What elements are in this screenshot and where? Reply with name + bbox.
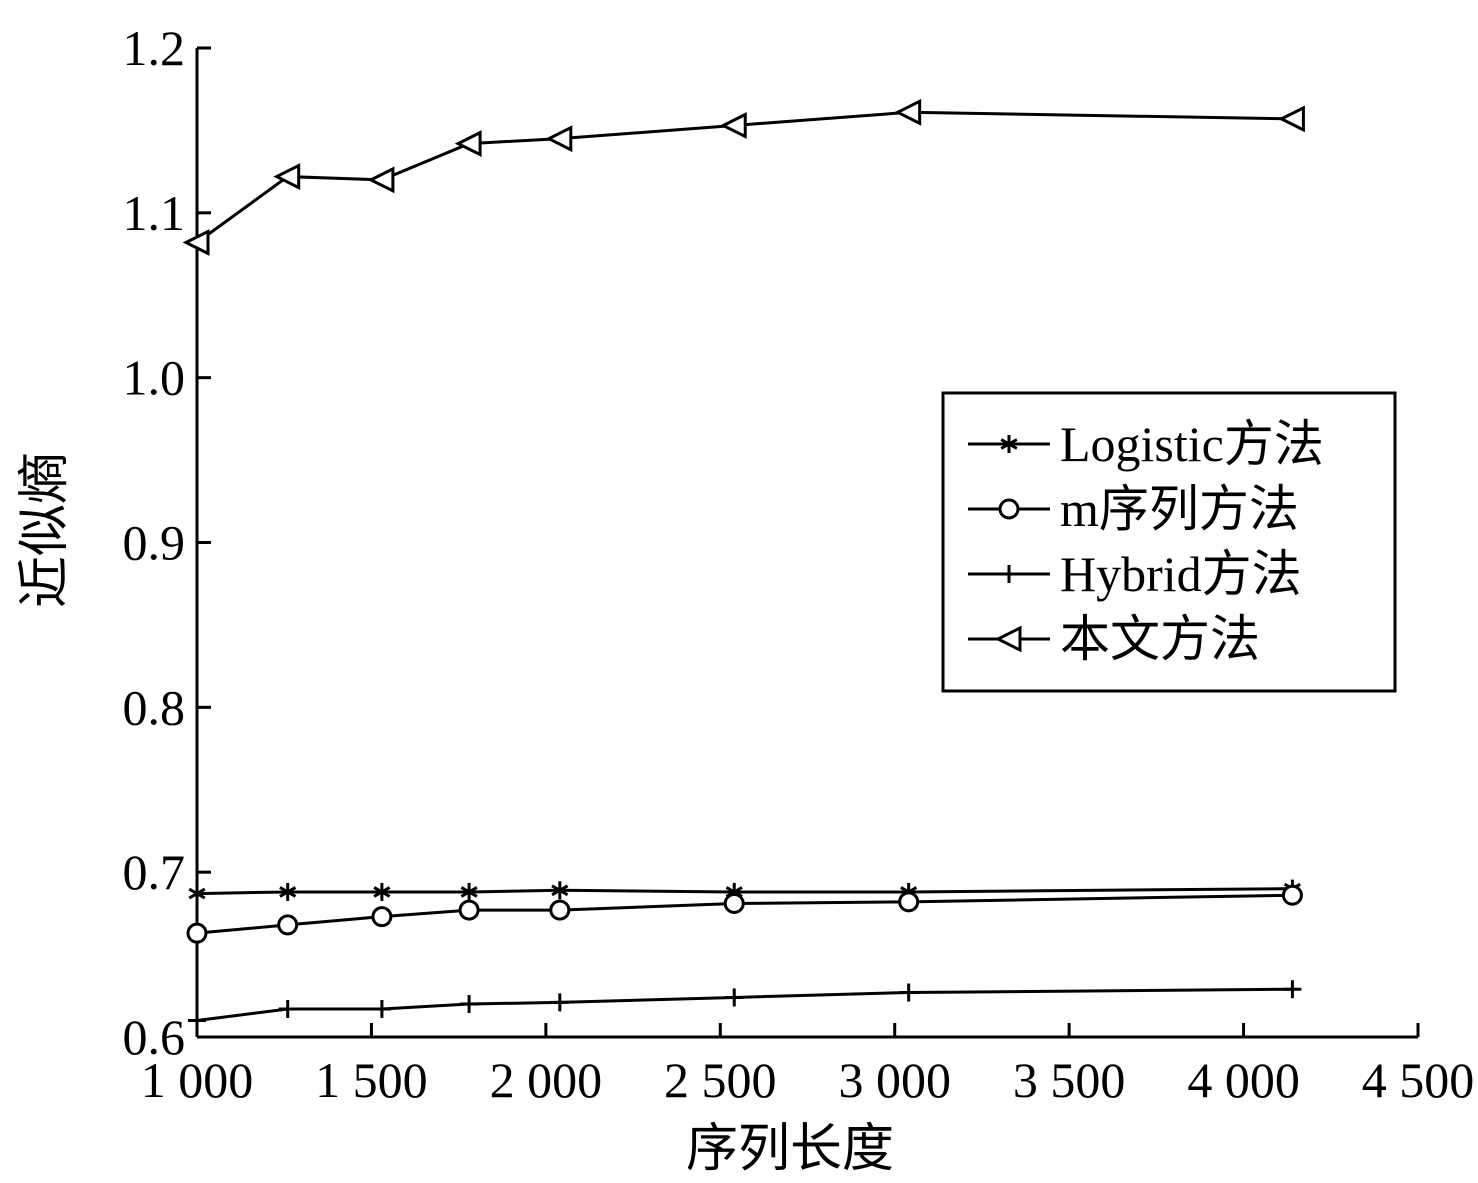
data-point [1281,884,1303,906]
y-tick-label: 0.8 [123,679,186,735]
legend-label: 本文方法 [1060,611,1260,667]
data-point [545,125,573,153]
data-point [1283,980,1302,999]
series-line [196,110,1293,244]
ticks: 0.6 0.7 0.8 0.9 1.0 1.1 1.2 1 000 1 500 2 000 2 50… [123,20,1475,1108]
data-point [894,98,922,126]
x-tick-label: 1 500 [315,1052,428,1108]
data-point [277,914,299,936]
data-point [182,229,210,256]
data-point [373,882,391,901]
x-tick-label: 2 500 [664,1052,777,1108]
legend-entry: m序列方法 [968,481,1299,537]
data-point [367,166,395,194]
x-tick-label: 1 000 [141,1052,254,1108]
data-point [372,999,391,1018]
y-tick-label: 0.6 [123,1009,186,1065]
data-point [723,892,745,914]
y-tick-label: 0.9 [123,515,186,571]
data-point [899,983,918,1002]
data-point [551,881,569,900]
data-point [273,163,301,190]
data-point [460,995,479,1014]
legend-marker [998,498,1020,520]
series-2 [186,884,1303,944]
data-point [279,882,297,901]
x-tick-label: 4 000 [1187,1052,1300,1108]
y-axis-title: 近似熵 [17,452,74,608]
data-point [458,899,480,921]
data-point [719,112,747,139]
series-line [196,987,1293,1023]
data-point [278,999,297,1018]
x-tick-label: 2 000 [490,1052,603,1108]
legend-label: Logistic方法 [1060,416,1324,472]
series-line [196,887,1293,896]
y-tick-label: 1.0 [123,350,186,406]
series-line [196,893,1293,935]
data-point [725,988,744,1007]
data-point [188,1011,206,1030]
series-4 [182,98,1305,256]
series-3 [188,980,1302,1030]
data-point [186,922,208,944]
data-point [549,899,571,921]
y-tick-label: 1.1 [123,185,186,241]
y-tick-label: 1.2 [123,20,186,76]
legend-marker [1000,565,1018,583]
x-tick-label: 3 000 [838,1052,951,1108]
data-point [454,130,482,158]
y-tick-label: 0.7 [123,844,186,900]
legend-entry: Hybrid方法 [968,546,1302,602]
series-group [182,98,1305,1030]
x-axis-title: 序列长度 [686,1121,894,1178]
data-point [898,891,920,913]
data-point [460,882,478,901]
x-tick-label: 3 500 [1013,1052,1126,1108]
data-point [371,906,393,928]
legend-marker [994,625,1022,653]
legend-label: Hybrid方法 [1060,546,1302,602]
x-tick-label: 4 500 [1362,1052,1475,1108]
legend-label: m序列方法 [1060,481,1299,537]
legend-entry: 本文方法 [968,611,1260,667]
legend-entry: Logistic方法 [968,416,1324,472]
data-point [1278,105,1305,133]
data-point [550,993,569,1012]
legend-marker [1000,435,1018,453]
data-point [188,884,206,903]
